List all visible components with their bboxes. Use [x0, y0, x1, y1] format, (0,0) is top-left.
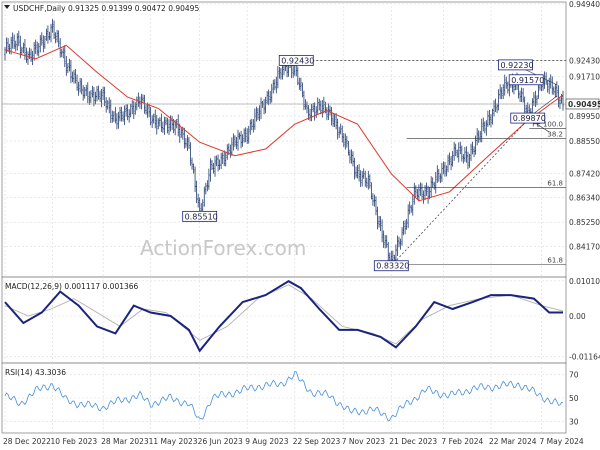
annotation-label: 0.83320 — [376, 262, 409, 271]
rsi-y-tick-label: 50 — [569, 394, 579, 403]
annotation-box — [278, 54, 314, 66]
annotation-label: 0.92230 — [500, 61, 533, 70]
macd-line — [4, 280, 563, 353]
macd-y-tick-label: 0.010101 — [569, 277, 600, 286]
annotation-box — [508, 74, 544, 86]
annotation-box — [498, 59, 533, 71]
x-tick-label: 21 Dec 2023 — [389, 437, 437, 446]
price-y-tick-label: 0.87420 — [569, 169, 600, 178]
annotation-label: 0.92430 — [281, 56, 314, 65]
x-tick-label: 28 Dec 2022 — [3, 437, 51, 446]
watermark: ActionForex.com — [140, 236, 306, 260]
price-annotation: 0.83320 — [373, 260, 409, 272]
macd-label: MACD(12,26,9) 0.001117 0.001366 — [5, 282, 139, 291]
fib-label: 61.8 — [547, 256, 563, 264]
x-tick-label: 7 May 2024 — [540, 437, 584, 446]
fib-label: 61.8 — [547, 179, 563, 187]
x-tick-label: 7 Nov 2023 — [342, 437, 385, 446]
annotation-label: 0.85510 — [185, 212, 218, 221]
rsi-label: RSI(14) 43.3036 — [5, 368, 66, 377]
trendline-support — [391, 117, 530, 266]
price-annotation: 0.92230 — [498, 59, 534, 71]
annotation-label: 0.91570 — [511, 76, 544, 85]
x-tick-label: 11 May 2023 — [149, 437, 198, 446]
annotation-box — [373, 260, 409, 272]
x-tick-label: 28 Mar 2023 — [101, 437, 149, 446]
rsi-y-tick-label: 70 — [569, 371, 579, 380]
rsi-layer — [4, 371, 564, 422]
fib-label: FE 100.0 — [532, 121, 563, 129]
price-annotation: 0.89870 — [510, 112, 546, 124]
price-y-tick-label: 0.92430 — [569, 56, 600, 65]
dropdown-triangle-icon[interactable] — [4, 5, 10, 9]
x-tick-label: 9 Aug 2023 — [245, 437, 288, 446]
macd-y-tick-label: -0.011645 — [569, 353, 600, 362]
x-tick-label: 7 Feb 2024 — [441, 437, 483, 446]
x-tick-label: 10 Feb 2023 — [51, 437, 98, 446]
price-annotation: 0.91570 — [508, 74, 544, 86]
macd-layer — [4, 280, 564, 353]
current-price-tag — [565, 98, 600, 110]
price-y-tick-label: 0.94940 — [569, 0, 600, 9]
x-tick-label: 26 Jun 2023 — [198, 437, 243, 446]
ohlc-readout: 0.91325 0.91399 0.90472 0.90495 — [68, 4, 199, 13]
x-tick-label: 22 Mar 2024 — [489, 437, 537, 446]
rsi-y-tick-label: 30 — [569, 417, 579, 426]
x-tick-label: 22 Sep 2023 — [293, 437, 341, 446]
price-bars — [4, 19, 564, 266]
annotation-box — [182, 210, 218, 222]
axis-layer: 28 Dec 2022 10 Feb 2023 28 Mar 2023 11 May … — [3, 0, 600, 446]
macd-signal-line — [4, 284, 564, 345]
price-annotation: 0.85510 — [182, 210, 218, 222]
price-y-tick-label: 0.89950 — [569, 112, 600, 121]
price-y-tick-label: 0.88550 — [569, 137, 600, 146]
fib-label: 38.2 — [547, 131, 563, 139]
annotation-box — [510, 112, 546, 124]
current-price-label: 0.90495 — [568, 100, 600, 109]
chart-title: USDCHF,Daily — [13, 4, 66, 13]
price-y-tick-label: 0.84170 — [569, 243, 600, 252]
price-annotation: 0.92430 — [278, 54, 314, 66]
annotation-label: 0.89870 — [513, 114, 546, 123]
rsi-line — [4, 371, 564, 422]
macd-y-tick-label: 0.00 — [569, 312, 586, 321]
price-y-tick-label: 0.86340 — [569, 194, 600, 203]
price-y-tick-label: 0.91710 — [569, 73, 600, 82]
price-layer: 61.8 61.8 38.2 FE 100.0 0.92430 0.92230 0.9157… — [2, 19, 566, 272]
price-y-tick-label: 0.85250 — [569, 218, 600, 227]
ema-line — [4, 44, 564, 202]
